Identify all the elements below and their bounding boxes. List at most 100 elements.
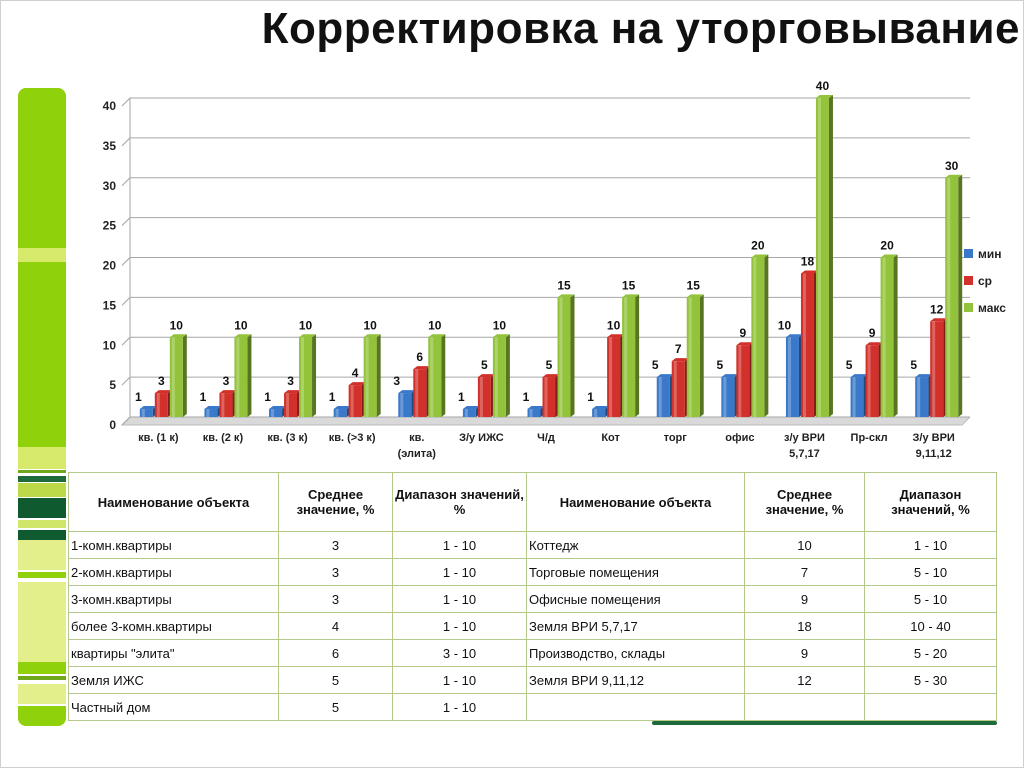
decor-stripe (18, 248, 66, 262)
bar-highlight (673, 361, 677, 417)
data-label: 5 (846, 358, 853, 372)
data-label: 5 (652, 358, 659, 372)
bar-highlight (544, 377, 548, 417)
bar-highlight (206, 409, 210, 417)
cell-average: 9 (744, 639, 865, 667)
bar-highlight (415, 369, 419, 417)
decor-stripe (18, 470, 66, 473)
cell-object: Земля ИЖС (68, 666, 279, 694)
bar-side (182, 334, 187, 417)
data-label: 4 (352, 366, 359, 380)
bar-макс (686, 297, 700, 417)
bar-side (441, 334, 446, 417)
data-label: 1 (329, 390, 336, 404)
data-label: 10 (493, 318, 507, 332)
bar-макс (299, 337, 313, 417)
data-label: 30 (945, 159, 959, 173)
x-tick-label: (элита) (398, 448, 437, 460)
data-label: 3 (223, 374, 230, 388)
chart-floor (120, 416, 970, 426)
bar-ср (477, 377, 491, 417)
cell-average: 5 (278, 666, 393, 694)
y-tick-label: 40 (103, 99, 117, 113)
data-label: 40 (816, 80, 830, 93)
cell-object: более 3-комн.квартиры (68, 612, 279, 640)
bar-мин (398, 393, 412, 417)
cell-average: 7 (744, 558, 865, 586)
cell-range: 1 - 10 (392, 666, 527, 694)
decor-stripe (18, 676, 66, 680)
bar-ср (348, 385, 362, 417)
decor-underline (652, 721, 997, 725)
bar-highlight (609, 337, 613, 417)
bar-мин (785, 337, 799, 417)
data-label: 10 (607, 318, 621, 332)
legend-item: ср (964, 267, 1006, 294)
bar-highlight (658, 377, 662, 417)
gridline (121, 257, 131, 266)
bar-highlight (882, 257, 886, 417)
cell-object: Производство, склады (526, 639, 745, 667)
x-tick-label: кв. (1 к) (138, 432, 179, 444)
header-range-2: Диапазон значений, % (864, 472, 997, 532)
cell-range: 1 - 10 (392, 558, 527, 586)
bar-мин (915, 377, 929, 417)
y-tick-label: 15 (103, 298, 117, 312)
data-label: 5 (717, 358, 724, 372)
data-label: 9 (740, 326, 747, 340)
gridline (121, 416, 131, 426)
decor-stripe (18, 447, 66, 469)
table-row: более 3-комн.квартиры 4 1 - 10 Земля ВРИ… (68, 612, 997, 640)
cell-average: 6 (278, 639, 393, 667)
x-tick-label: кв. (2 к) (203, 432, 244, 444)
bar-ср (865, 345, 879, 417)
bar-top (736, 342, 754, 346)
bar-highlight (400, 393, 404, 417)
data-label: 1 (458, 390, 465, 404)
data-label: 10 (234, 318, 248, 332)
bar-highlight (141, 409, 145, 417)
bar-top (686, 294, 704, 298)
x-tick-label: Ч/д (537, 432, 555, 444)
y-tick-label: 10 (103, 338, 117, 352)
bar-макс (234, 337, 248, 417)
cell-object: Торговые помещения (526, 558, 745, 586)
cell-range: 1 - 10 (392, 585, 527, 613)
bar-top (930, 318, 948, 322)
bar-top (154, 390, 172, 394)
cell-object: квартиры "элита" (68, 639, 279, 667)
y-tick-label: 0 (109, 418, 116, 432)
data-label: 10 (299, 318, 313, 332)
gridline (121, 217, 131, 226)
cell-object: 1-комн.квартиры (68, 531, 279, 559)
cell-object: Коттедж (526, 531, 745, 559)
bar-side (247, 334, 252, 417)
x-tick-label: З/у ВРИ (913, 432, 955, 444)
data-label: 1 (587, 390, 594, 404)
cell-average: 12 (744, 666, 865, 694)
bar-top (413, 366, 431, 370)
cell-range: 5 - 10 (864, 558, 997, 586)
x-tick-label: Кот (601, 432, 620, 444)
data-label: 12 (930, 302, 944, 316)
cell-average: 10 (744, 531, 865, 559)
data-label: 10 (428, 318, 442, 332)
bar-ср (219, 393, 233, 417)
gridline (121, 177, 131, 187)
legend-swatch (964, 249, 973, 258)
table-row: Частный дом 5 1 - 10 (68, 693, 997, 721)
cell-average (744, 693, 865, 721)
y-tick-label: 25 (103, 219, 117, 233)
bar-top (622, 294, 640, 298)
bar-highlight (559, 297, 563, 417)
table-row: Земля ИЖС 5 1 - 10 Земля ВРИ 9,11,12 12 … (68, 666, 997, 694)
bar-мин (204, 409, 218, 417)
bar-top (557, 294, 575, 298)
decor-stripe (18, 483, 66, 497)
bar-highlight (171, 337, 175, 417)
x-tick-label: 5,7,17 (789, 448, 820, 460)
bar-мин (527, 409, 541, 417)
bar-макс (557, 297, 571, 417)
bar-ср (800, 273, 814, 417)
